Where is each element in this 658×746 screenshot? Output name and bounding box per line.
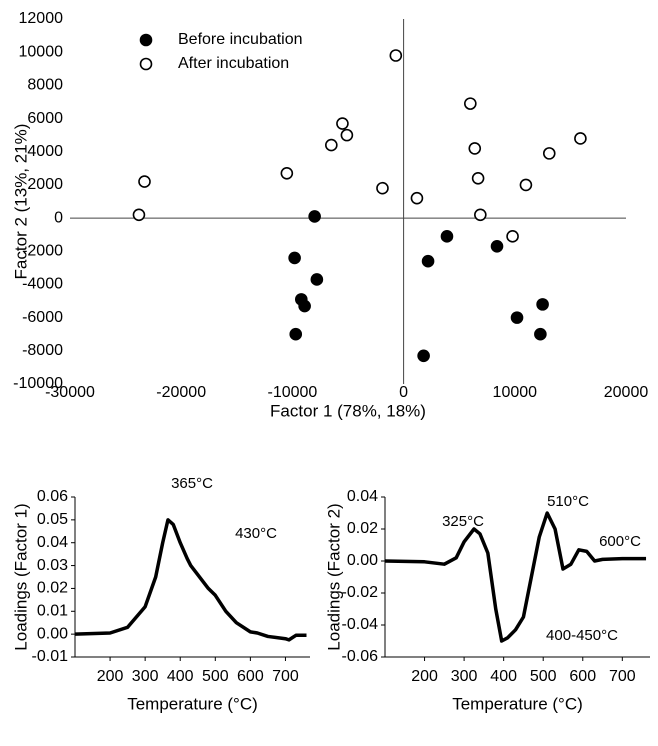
x-tick-label: -10000 [267, 384, 317, 401]
point [490, 239, 504, 253]
y-tick-label: 8000 [27, 77, 63, 94]
x-tick-label: 300 [132, 668, 159, 685]
point [308, 210, 321, 223]
x-tick-label: 300 [451, 668, 478, 685]
legend-label: Before incubation [178, 31, 303, 48]
y-tick-label: 2000 [27, 176, 63, 193]
y-tick-label: 0.01 [37, 603, 68, 620]
point [410, 191, 424, 205]
y-tick-label: 0.05 [37, 511, 68, 528]
x-tick-label: -20000 [156, 384, 206, 401]
point [421, 254, 435, 268]
point [325, 138, 338, 152]
x-tick-label: 500 [530, 668, 557, 685]
y-tick-label: 0.03 [37, 557, 68, 574]
y-tick-label: 12000 [19, 10, 64, 27]
y-tick-label: -6000 [22, 309, 63, 326]
y-axis-title: Loadings (Factor 2) [324, 503, 343, 650]
point [132, 208, 146, 222]
point [474, 208, 487, 222]
point [506, 230, 519, 243]
point [289, 327, 303, 341]
point [542, 147, 556, 160]
point [298, 299, 311, 313]
legend-label: After incubation [178, 55, 289, 72]
annotation: 365°C [171, 475, 213, 492]
point [310, 273, 324, 286]
y-tick-label: 0.00 [347, 552, 378, 569]
x-axis-title: Temperature (°C) [452, 694, 583, 713]
y-axis-title: Factor 2 (13%, 21%) [11, 124, 30, 280]
y-tick-label: 0.02 [37, 580, 68, 597]
line [384, 511, 647, 643]
x-tick-label: 200 [411, 668, 438, 685]
legend-marker [139, 33, 153, 47]
y-tick-label: -0.04 [342, 616, 379, 633]
y-tick-label: 6000 [27, 110, 63, 127]
y-tick-label: 0 [54, 209, 63, 226]
x-tick-label: 700 [609, 668, 636, 685]
annotation: 325°C [442, 513, 484, 530]
point [519, 178, 533, 192]
y-tick-label: -10000 [13, 375, 63, 392]
x-tick-label: 10000 [493, 384, 538, 401]
x-tick-label: 400 [167, 668, 194, 685]
y-tick-label: 0.04 [347, 488, 378, 505]
point [536, 298, 549, 311]
y-axis-title: Loadings (Factor 1) [11, 503, 30, 650]
y-tick-label: -2000 [22, 242, 63, 259]
y-tick-label: 0.06 [37, 488, 68, 505]
line [74, 518, 307, 642]
point [288, 251, 301, 265]
x-tick-label: 600 [237, 668, 264, 685]
point [510, 311, 524, 324]
point [376, 181, 389, 195]
point [336, 117, 349, 130]
point [389, 49, 403, 62]
point [440, 230, 454, 243]
x-axis-title: Temperature (°C) [127, 694, 258, 713]
annotation: 600°C [599, 533, 641, 550]
y-tick-label: 0.04 [37, 534, 68, 551]
point [280, 166, 294, 180]
point [471, 171, 485, 185]
x-tick-label: 200 [97, 668, 124, 685]
point [574, 132, 587, 145]
y-tick-label: 0.02 [347, 520, 378, 537]
y-tick-label: -4000 [22, 276, 63, 293]
annotation: 430°C [235, 525, 277, 542]
x-tick-label: 20000 [604, 384, 649, 401]
x-tick-label: 600 [569, 668, 596, 685]
y-tick-label: 4000 [27, 143, 63, 160]
point [468, 142, 482, 155]
point [138, 175, 151, 188]
x-tick-label: 700 [272, 668, 299, 685]
x-tick-label: 0 [399, 384, 408, 401]
annotation: 510°C [547, 493, 589, 510]
point [417, 349, 430, 363]
x-axis-title: Factor 1 (78%, 18%) [270, 401, 426, 420]
y-tick-label: -0.06 [342, 648, 379, 665]
point [534, 327, 547, 341]
y-tick-label: 0.00 [37, 625, 68, 642]
x-tick-label: -30000 [45, 384, 95, 401]
x-tick-label: 400 [490, 668, 517, 685]
point [464, 97, 477, 110]
y-tick-label: -0.02 [342, 584, 379, 601]
x-tick-label: 500 [202, 668, 229, 685]
annotation: 400-450°C [546, 627, 618, 644]
legend-marker [139, 57, 153, 71]
y-tick-label: -0.01 [32, 648, 69, 665]
y-tick-label: -8000 [22, 342, 63, 359]
y-tick-label: 10000 [19, 43, 64, 60]
point [340, 128, 354, 142]
